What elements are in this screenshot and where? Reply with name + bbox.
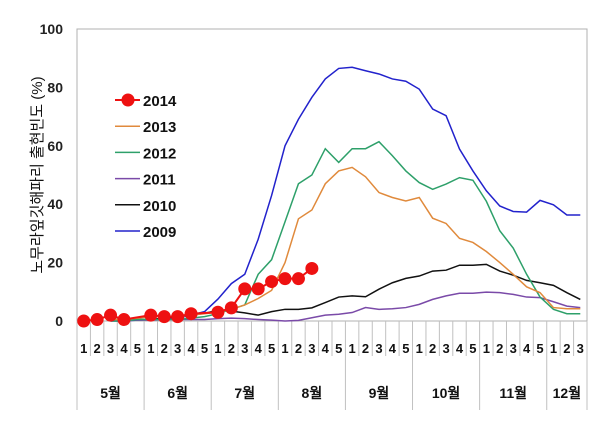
x-tick-label-week: 2 [161, 341, 168, 356]
legend-label-2014: 2014 [143, 93, 177, 110]
x-tick-label-week: 1 [147, 341, 154, 356]
x-tick-label-week: 4 [255, 341, 263, 356]
legend: 2014 2013 2012 2011 2010 2009 [115, 93, 177, 241]
y-tick-label: 80 [47, 79, 63, 95]
x-tick-label-week: 1 [550, 341, 557, 356]
legend-label-2013: 2013 [143, 119, 176, 136]
x-tick-label-month: 7월 [234, 385, 255, 401]
x-tick-label-week: 5 [201, 341, 208, 356]
x-tick-label-week: 4 [187, 341, 195, 356]
x-tick-label-week: 2 [496, 341, 503, 356]
x-tick-label-week: 3 [375, 341, 382, 356]
x-tick-label-month: 8월 [302, 385, 323, 401]
legend-label-2012: 2012 [143, 145, 176, 162]
x-tick-label-week: 2 [429, 341, 436, 356]
x-tick-label-week: 2 [563, 341, 570, 356]
legend-label-2010: 2010 [143, 198, 176, 215]
data-point-2014 [157, 310, 171, 324]
y-tick-label: 40 [47, 196, 63, 212]
y-tick-label: 20 [47, 255, 63, 271]
x-tick-label-week: 5 [335, 341, 342, 356]
data-point-2014 [104, 308, 118, 322]
x-tick-label-week: 3 [174, 341, 181, 356]
x-tick-label-week: 2 [228, 341, 235, 356]
data-point-2014 [211, 305, 225, 319]
data-point-2014 [224, 301, 238, 315]
x-tick-label-week: 4 [120, 341, 128, 356]
x-tick-label-week: 3 [241, 341, 248, 356]
data-point-2014 [305, 261, 319, 275]
x-tick-label-month: 6월 [167, 385, 188, 401]
data-point-2014 [90, 313, 104, 327]
x-tick-label-month: 12월 [553, 385, 581, 401]
x-tick-label-week: 4 [523, 341, 531, 356]
x-tick-label-week: 4 [389, 341, 397, 356]
x-tick-label-month: 10월 [432, 385, 460, 401]
x-tick-label-month: 5월 [100, 385, 121, 401]
x-tick-label-week: 3 [107, 341, 114, 356]
legend-label-2009: 2009 [143, 224, 176, 241]
data-point-2014 [265, 275, 279, 289]
data-point-2014 [117, 313, 131, 327]
y-tick-label: 60 [47, 138, 63, 154]
data-point-2014 [171, 310, 185, 324]
x-tick-label-week: 5 [268, 341, 275, 356]
x-tick-label-week: 4 [456, 341, 464, 356]
x-tick-label-week: 5 [469, 341, 476, 356]
x-tick-label-week: 2 [94, 341, 101, 356]
data-point-2014 [184, 307, 198, 321]
x-tick-label-week: 3 [308, 341, 315, 356]
y-tick-label: 0 [55, 313, 63, 329]
series-group [77, 66, 581, 328]
legend-label-2011: 2011 [143, 172, 176, 189]
x-tick-label-week: 3 [442, 341, 449, 356]
x-tick-label-week: 2 [362, 341, 369, 356]
data-point-2014 [77, 314, 91, 328]
x-tick-label-week: 1 [349, 341, 356, 356]
x-tick-label-week: 5 [536, 341, 543, 356]
x-tick-label-week: 1 [416, 341, 423, 356]
x-tick-label-week: 1 [483, 341, 490, 356]
y-axis-label: 노무라잎깃해파리 출현빈도 (%) [29, 76, 46, 273]
x-tick-label-week: 5 [402, 341, 409, 356]
series-line-2009 [110, 66, 581, 322]
x-tick-label-week: 1 [214, 341, 221, 356]
data-point-2014 [291, 272, 305, 286]
data-point-2014 [278, 272, 292, 286]
data-point-2014 [144, 308, 158, 322]
series-line-2014 [83, 267, 313, 322]
data-point-2014 [251, 282, 265, 296]
x-tick-label-week: 2 [295, 341, 302, 356]
data-point-2014 [238, 282, 252, 296]
y-tick-label: 100 [40, 21, 64, 37]
legend-marker-2014 [121, 93, 135, 107]
x-tick-label-month: 9월 [369, 385, 390, 401]
x-tick-label-week: 5 [134, 341, 141, 356]
x-tick-label-week: 4 [322, 341, 330, 356]
x-tick-label-week: 1 [281, 341, 288, 356]
x-tick-label-week: 3 [510, 341, 517, 356]
x-tick-label-week: 3 [577, 341, 584, 356]
x-tick-label-month: 11월 [499, 385, 527, 401]
x-tick-label-week: 1 [80, 341, 87, 356]
